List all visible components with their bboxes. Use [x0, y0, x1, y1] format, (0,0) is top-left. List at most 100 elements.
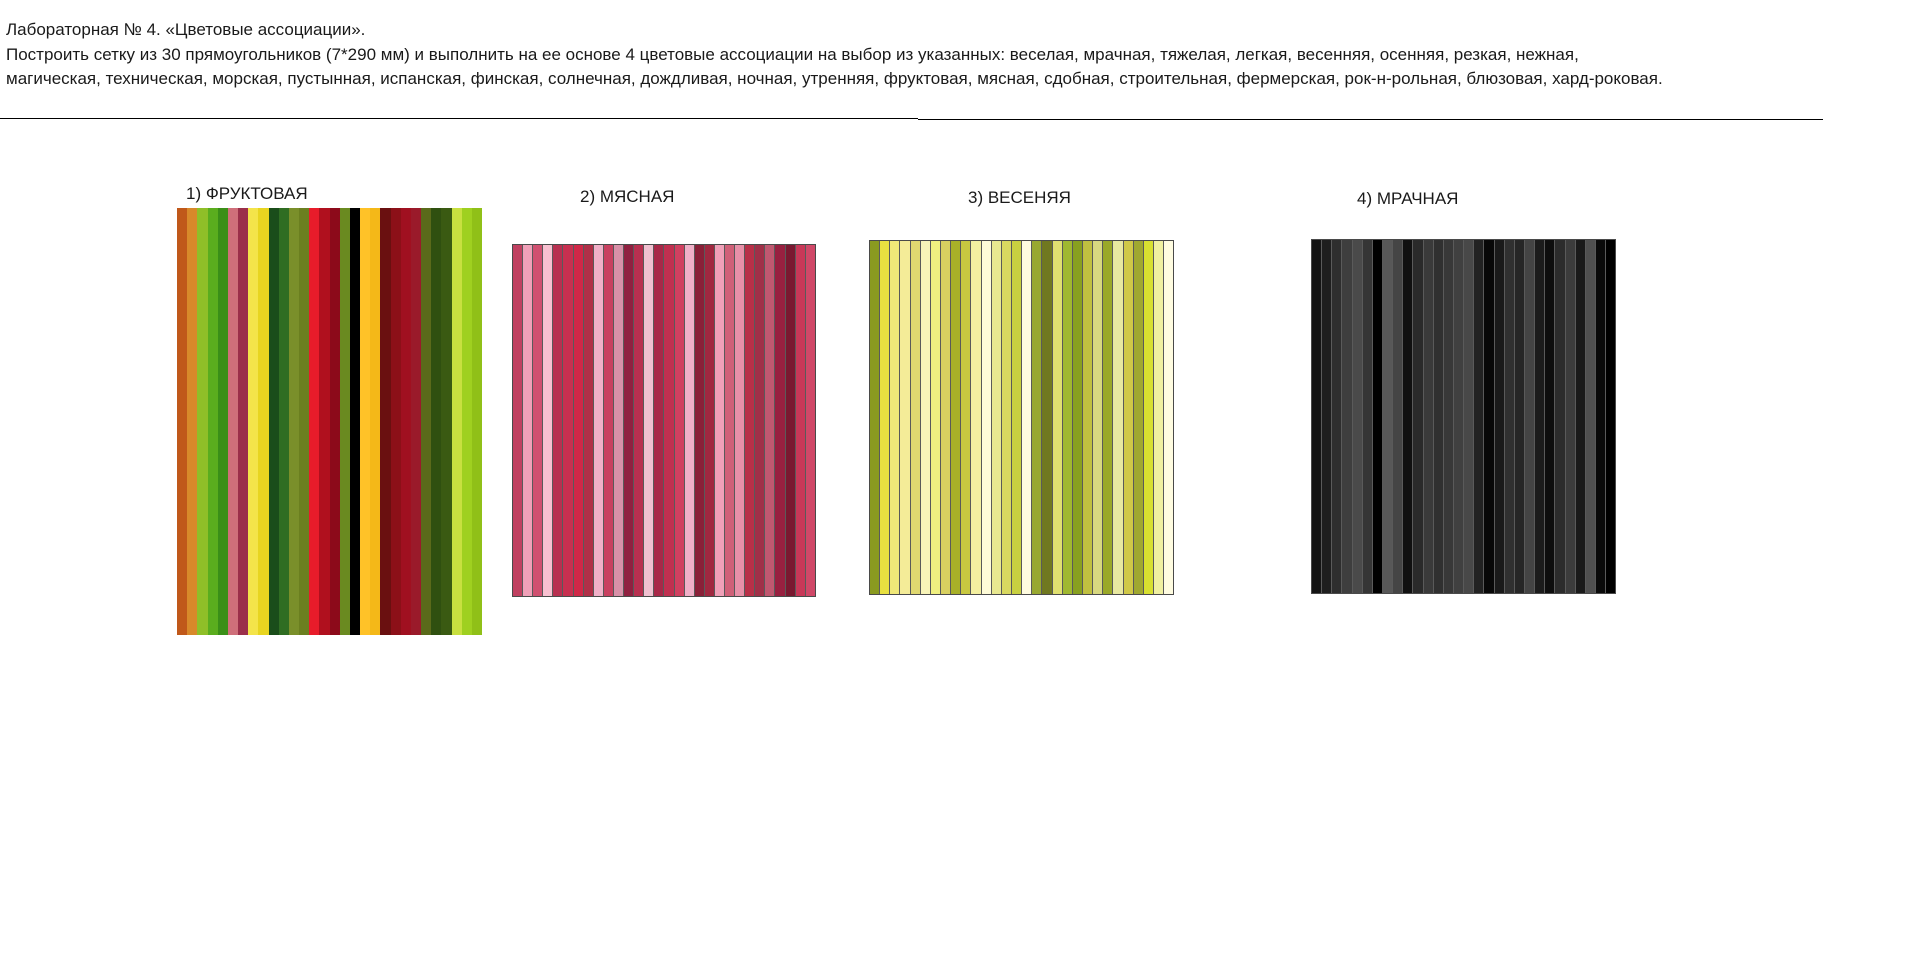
color-stripe	[880, 241, 891, 594]
color-stripe	[1143, 241, 1154, 594]
color-stripe	[785, 245, 796, 596]
stripe-grid-meaty	[512, 244, 816, 597]
color-stripe	[1413, 240, 1424, 593]
stripe-grid-fruity	[177, 208, 483, 635]
color-stripe	[684, 245, 695, 596]
color-stripe	[431, 208, 442, 635]
color-stripe	[217, 208, 228, 635]
color-stripe	[603, 245, 614, 596]
color-stripe	[634, 245, 645, 596]
panel-title-gloomy: 4) МРАЧНАЯ	[1357, 189, 1459, 208]
color-stripe	[268, 208, 279, 635]
color-stripe	[775, 245, 786, 596]
color-stripe	[1535, 240, 1546, 593]
stripe-grid-spring	[869, 240, 1174, 595]
color-stripe	[1332, 240, 1343, 593]
color-stripe	[1072, 241, 1083, 594]
assignment-description-line-2: магическая, техническая, морская, пустын…	[6, 69, 1663, 88]
color-stripe	[471, 208, 483, 635]
color-stripe	[197, 208, 208, 635]
header-divider-right	[918, 119, 1823, 120]
color-stripe	[543, 245, 554, 596]
color-stripe	[981, 241, 992, 594]
color-stripe	[624, 245, 635, 596]
color-stripe	[930, 241, 941, 594]
color-stripe	[1433, 240, 1444, 593]
assignment-title: Лабораторная № 4. «Цветовые ассоциации».	[6, 20, 366, 39]
color-stripe	[207, 208, 218, 635]
color-stripe	[1524, 240, 1536, 593]
color-stripe	[1595, 240, 1607, 593]
color-stripe	[1504, 240, 1515, 593]
color-stripe	[421, 208, 432, 635]
color-stripe	[805, 245, 815, 596]
color-stripe	[410, 208, 422, 635]
color-stripe	[1001, 241, 1012, 594]
color-stripe	[1123, 241, 1134, 594]
header-divider-left	[0, 118, 918, 119]
color-stripe	[1022, 241, 1033, 594]
color-stripe	[1403, 240, 1414, 593]
color-stripe	[1453, 240, 1465, 593]
color-stripe	[664, 245, 675, 596]
color-stripe	[177, 208, 188, 635]
color-stripe	[1382, 240, 1394, 593]
color-stripe	[613, 245, 625, 596]
panel-title-meaty: 2) МЯСНАЯ	[580, 187, 675, 206]
color-stripe	[704, 245, 715, 596]
color-stripe	[258, 208, 269, 635]
color-stripe	[755, 245, 766, 596]
color-stripe	[593, 245, 604, 596]
color-stripe	[765, 245, 776, 596]
color-stripe	[900, 241, 911, 594]
color-stripe	[1443, 240, 1454, 593]
color-stripe	[1093, 241, 1104, 594]
color-stripe	[1464, 240, 1475, 593]
color-stripe	[513, 245, 524, 596]
color-stripe	[1393, 240, 1404, 593]
color-stripe	[714, 245, 725, 596]
color-stripe	[910, 241, 921, 594]
color-stripe	[735, 245, 746, 596]
color-stripe	[951, 241, 962, 594]
color-stripe	[745, 245, 756, 596]
color-stripe	[1423, 240, 1434, 593]
color-stripe	[870, 241, 881, 594]
color-stripe	[1362, 240, 1373, 593]
color-stripe	[1164, 241, 1174, 594]
color-stripe	[1484, 240, 1495, 593]
color-stripe	[360, 208, 371, 635]
color-stripe	[890, 241, 901, 594]
color-stripe	[533, 245, 544, 596]
color-stripe	[654, 245, 665, 596]
color-stripe	[441, 208, 452, 635]
color-stripe	[1342, 240, 1353, 593]
color-stripe	[583, 245, 594, 596]
assignment-description-line-1: Построить сетку из 30 прямоугольников (7…	[6, 44, 1579, 64]
color-stripe	[1575, 240, 1586, 593]
color-stripe	[724, 245, 736, 596]
color-stripe	[1133, 241, 1144, 594]
color-stripe	[451, 208, 462, 635]
color-stripe	[553, 245, 564, 596]
panel-title-spring: 3) ВЕСЕНЯЯ	[968, 188, 1071, 207]
color-stripe	[1606, 240, 1616, 593]
color-stripe	[1514, 240, 1525, 593]
color-stripe	[370, 208, 381, 635]
color-stripe	[961, 241, 972, 594]
color-stripe	[288, 208, 300, 635]
color-stripe	[1153, 241, 1165, 594]
color-stripe	[573, 245, 584, 596]
color-stripe	[1545, 240, 1556, 593]
color-stripe	[795, 245, 806, 596]
color-stripe	[1474, 240, 1485, 593]
color-stripe	[299, 208, 310, 635]
color-stripe	[309, 208, 320, 635]
color-stripe	[319, 208, 330, 635]
color-stripe	[563, 245, 574, 596]
color-stripe	[523, 245, 534, 596]
color-stripe	[380, 208, 391, 635]
color-stripe	[1494, 240, 1505, 593]
color-stripe	[1585, 240, 1596, 593]
color-stripe	[1555, 240, 1566, 593]
